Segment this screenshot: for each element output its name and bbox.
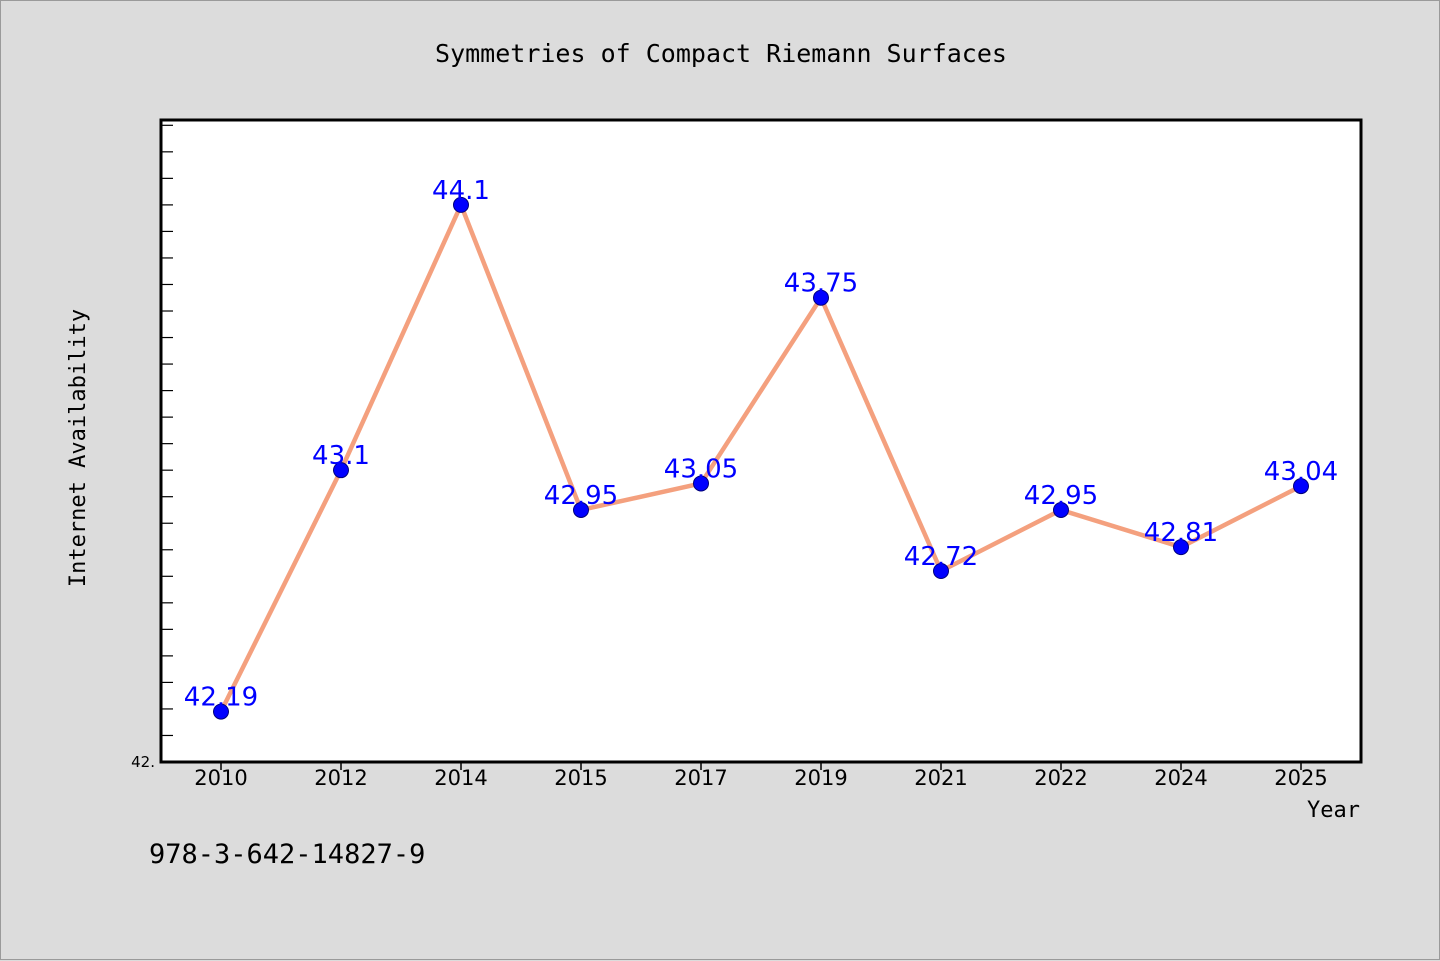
data-label: 42.72 bbox=[904, 542, 978, 572]
x-tick-label: 2017 bbox=[674, 766, 727, 790]
data-label: 42.95 bbox=[1024, 481, 1098, 511]
y-axis-ticks bbox=[161, 124, 173, 737]
x-tick-label: 2012 bbox=[314, 766, 367, 790]
series-markers bbox=[213, 196, 1309, 720]
y-axis-label: Internet Availability bbox=[66, 309, 91, 587]
x-tick-label: 2014 bbox=[434, 766, 487, 790]
data-point bbox=[1053, 501, 1069, 518]
series-line bbox=[218, 202, 1304, 714]
data-point bbox=[333, 462, 349, 479]
chart-title: Symmetries of Compact Riemann Surfaces bbox=[435, 39, 1007, 68]
x-tick-label: 2010 bbox=[194, 766, 247, 790]
footer-isbn: 978-3-642-14827-9 bbox=[149, 839, 425, 870]
data-point bbox=[693, 475, 709, 492]
x-tick-label: 2021 bbox=[914, 766, 967, 790]
data-point bbox=[453, 196, 469, 213]
data-label: 43.04 bbox=[1264, 457, 1338, 487]
x-tick-label: 2019 bbox=[794, 766, 847, 790]
data-label: 44.1 bbox=[432, 176, 490, 206]
y-tick-label: 42. bbox=[131, 753, 155, 771]
data-label: 42.81 bbox=[1144, 518, 1218, 548]
data-label: 43.1 bbox=[312, 441, 370, 471]
x-tick-label: 2022 bbox=[1034, 766, 1087, 790]
data-label: 42.19 bbox=[184, 683, 258, 713]
x-axis: 2010 2012 2014 2015 2017 2019 2021 2022 2024 2025 bbox=[194, 761, 1328, 790]
x-axis-label: Year bbox=[1307, 798, 1360, 823]
data-point bbox=[933, 562, 949, 579]
data-point bbox=[1293, 478, 1309, 495]
x-tick-label: 2025 bbox=[1274, 766, 1327, 790]
data-point bbox=[813, 289, 829, 306]
data-label: 42.95 bbox=[544, 481, 618, 511]
data-point bbox=[213, 703, 229, 720]
data-point bbox=[573, 501, 589, 518]
data-label: 43.05 bbox=[664, 454, 738, 484]
data-labels: 42.19 43.1 44.1 42.95 43.05 43.75 42.72 42.95 42… bbox=[184, 176, 1338, 713]
data-point bbox=[1173, 539, 1189, 556]
x-tick-label: 2024 bbox=[1154, 766, 1207, 790]
data-label: 43.75 bbox=[784, 269, 858, 299]
x-tick-label: 2015 bbox=[554, 766, 607, 790]
plot-area bbox=[159, 118, 1363, 764]
